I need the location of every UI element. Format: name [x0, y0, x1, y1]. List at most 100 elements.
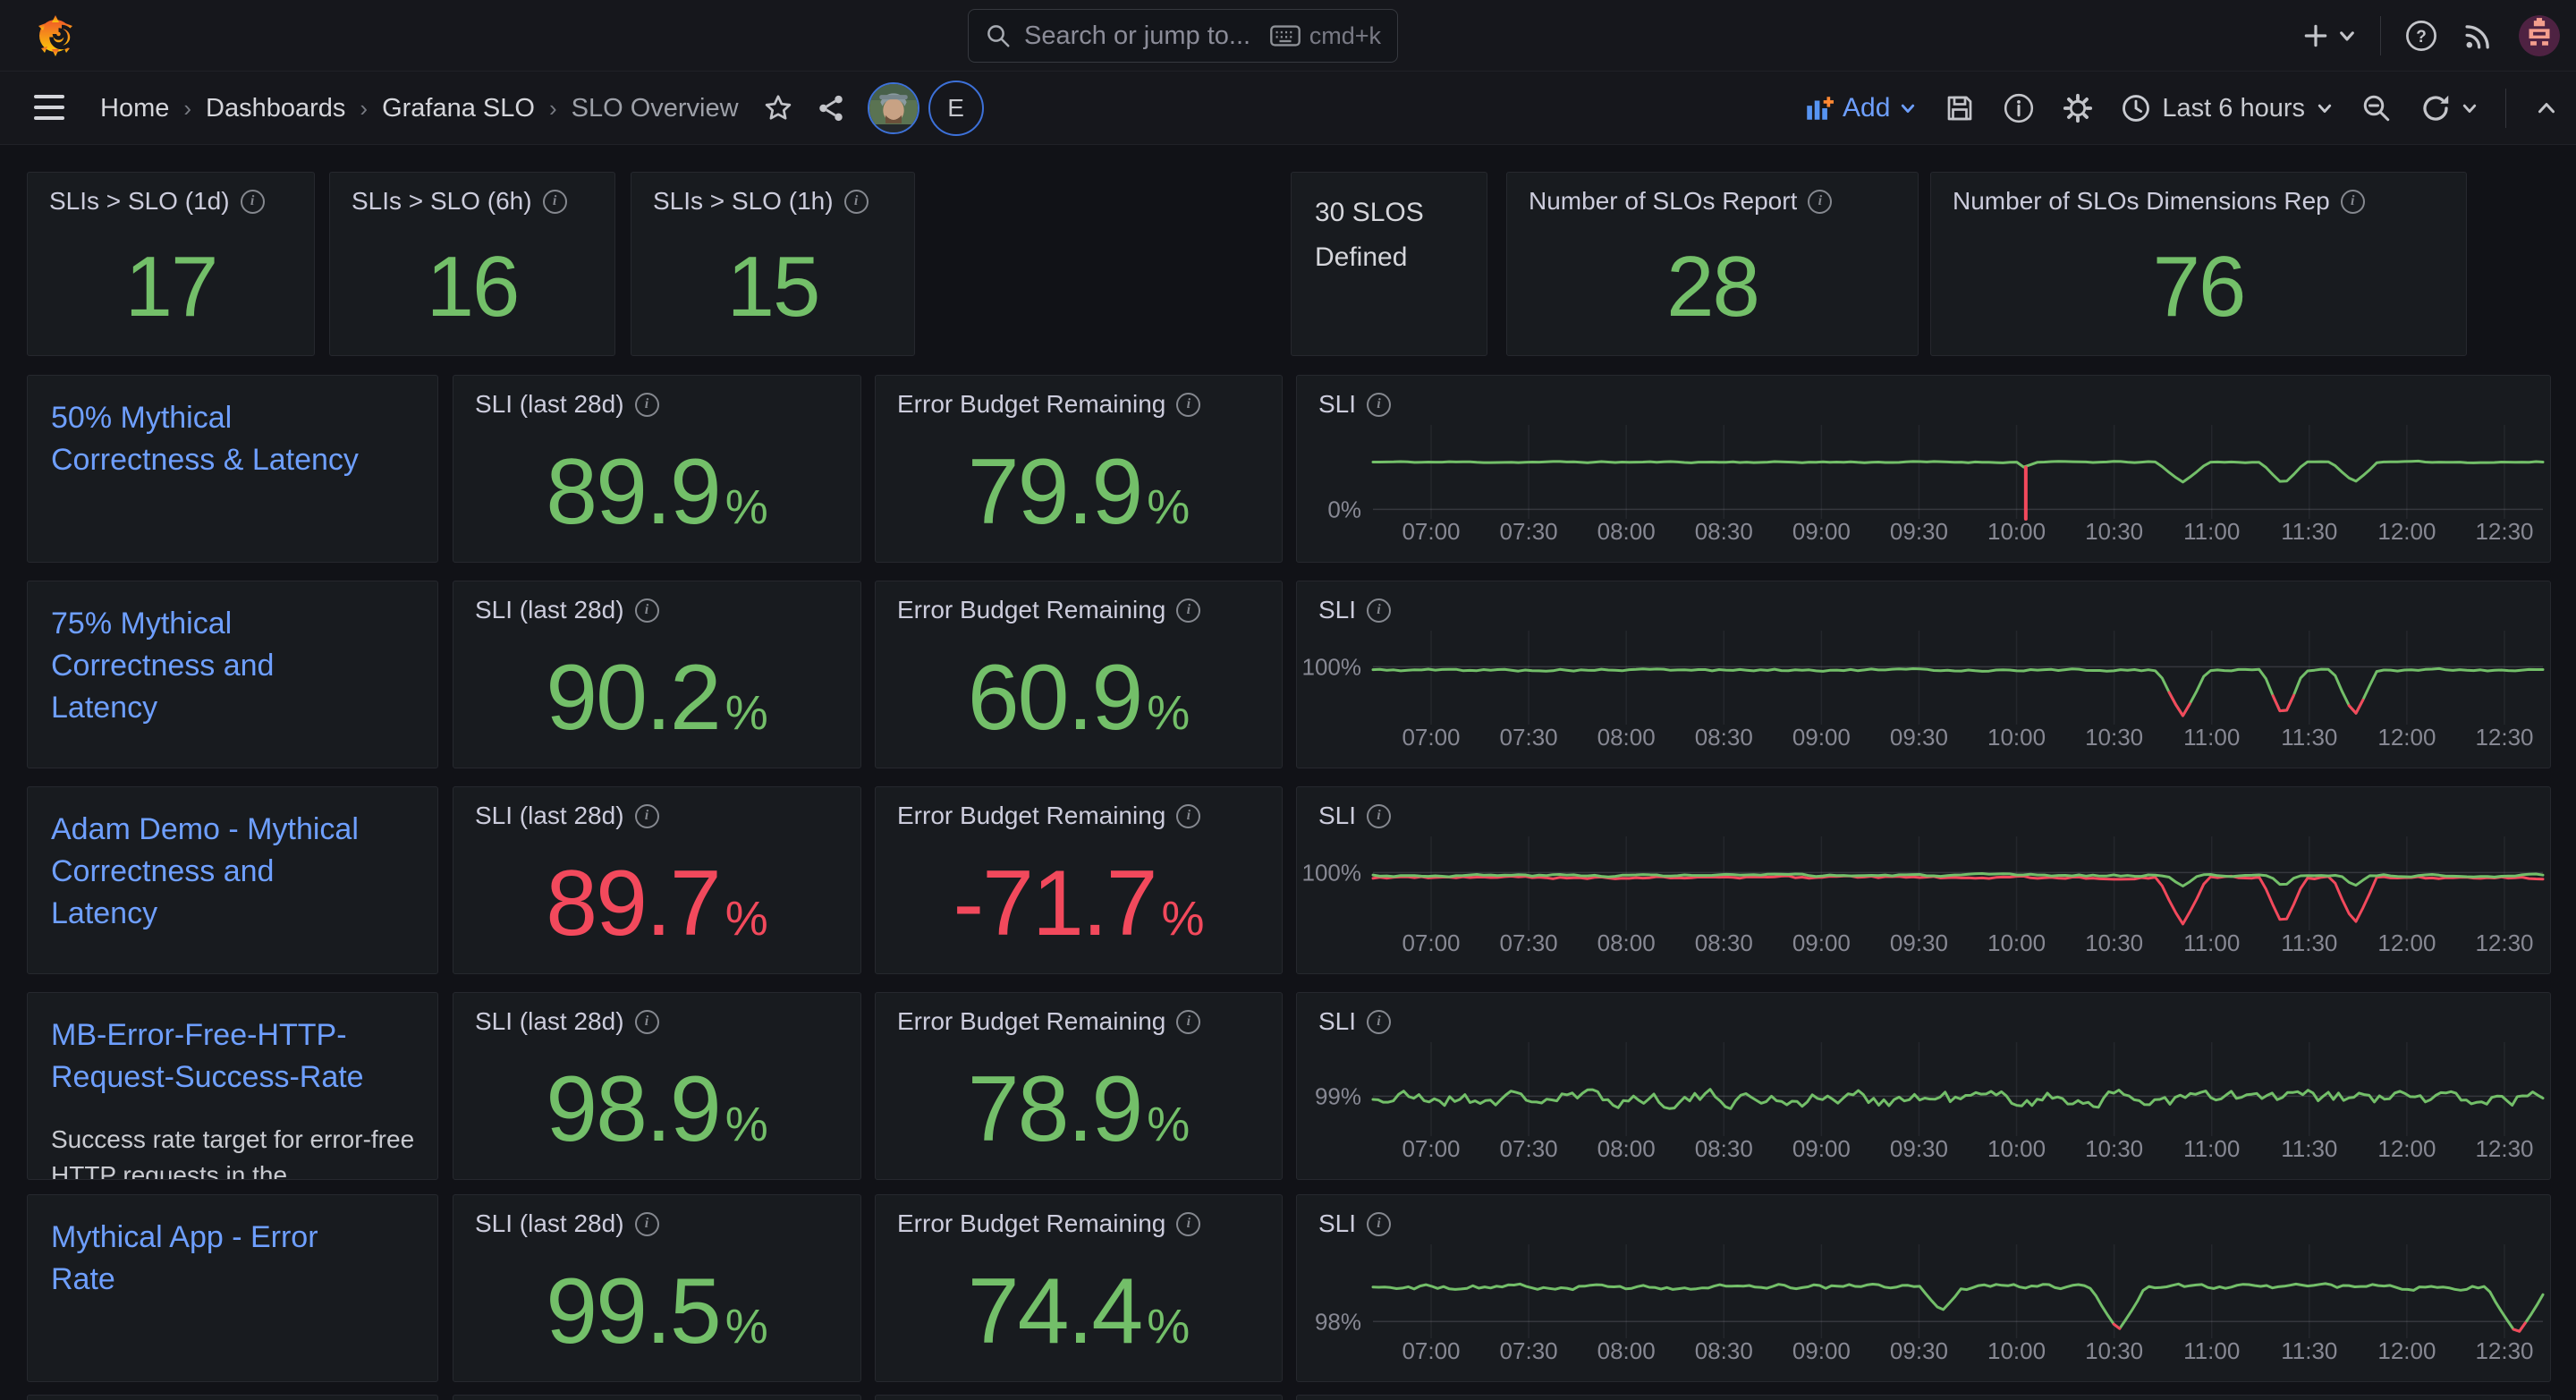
- panel-info-icon[interactable]: i: [1367, 1009, 1392, 1034]
- user-avatar[interactable]: [2519, 15, 2560, 56]
- sli-timeseries-chart[interactable]: 07:00 07:30 08:00 08:30 09:00 09:30 10:00 10:30…: [1297, 1195, 2550, 1381]
- topbar-divider: [2380, 16, 2381, 55]
- panel-sli-stat[interactable]: SLI (last 28d) i 99.5 %: [453, 1194, 861, 1382]
- slo-name-link[interactable]: Mythical App - Error Rate: [51, 1220, 318, 1296]
- news-button[interactable]: [2462, 19, 2496, 53]
- panel-info-icon[interactable]: i: [634, 598, 659, 623]
- svg-text:10:30: 10:30: [2085, 518, 2143, 545]
- panel-error-budget-stat[interactable]: Error Budget Remaining i -71.7 %: [875, 786, 1283, 974]
- sli-timeseries-chart[interactable]: 07:00 07:30 08:00 08:30 09:00 09:30 10:00 10:30…: [1297, 376, 2550, 562]
- svg-text:99%: 99%: [1315, 1082, 1361, 1109]
- panel-slo-name[interactable]: 50% Mythical Correctness & Latency: [27, 375, 438, 563]
- panel-next-row-budget[interactable]: [875, 1395, 1283, 1400]
- presence-badge[interactable]: E: [928, 81, 984, 136]
- grafana-logo-icon[interactable]: [34, 14, 77, 57]
- panel-next-row-sli[interactable]: [453, 1395, 861, 1400]
- panel-info-icon[interactable]: i: [1176, 392, 1201, 417]
- svg-text:09:30: 09:30: [1890, 724, 1948, 751]
- slo-name-link[interactable]: MB-Error-Free-HTTP-Request-Success-Rate: [51, 1018, 364, 1094]
- panel-info-icon[interactable]: i: [1176, 803, 1201, 828]
- panel-sli-chart[interactable]: SLI i 07:00 07:30 08:00 08:30 09:00 09:30 10:00…: [1296, 581, 2551, 768]
- panel-sli-stat[interactable]: SLI (last 28d) i 89.9 %: [453, 375, 861, 563]
- slo-name-link[interactable]: 75% Mythical Correctness and Latency: [51, 607, 275, 725]
- presence-avatar[interactable]: [867, 82, 919, 134]
- panel-slos-defined[interactable]: 30 SLOS Defined: [1291, 172, 1487, 356]
- new-button[interactable]: [2301, 21, 2357, 50]
- add-panel-button[interactable]: Add: [1803, 93, 1917, 123]
- panel-sli-chart[interactable]: SLI i 07:00 07:30 08:00 08:30 09:00 09:30 10:00…: [1296, 992, 2551, 1180]
- panel-slos-dimensions[interactable]: Number of SLOs Dimensions Rep i 76: [1930, 172, 2467, 356]
- slo-name-link[interactable]: 50% Mythical Correctness & Latency: [51, 401, 359, 477]
- panel-info-icon[interactable]: i: [634, 1211, 659, 1236]
- save-dashboard-button[interactable]: [1944, 92, 1976, 124]
- sli-timeseries-chart[interactable]: 07:00 07:30 08:00 08:30 09:00 09:30 10:00 10:30…: [1297, 581, 2550, 768]
- search-icon: [987, 25, 1010, 47]
- panel-slis-slo-6h[interactable]: SLIs > SLO (6h) i 16: [329, 172, 615, 356]
- panel-slis-slo-1d[interactable]: SLIs > SLO (1d) i 17: [27, 172, 315, 356]
- panel-info-icon[interactable]: i: [634, 1009, 659, 1034]
- panel-info-icon[interactable]: i: [1808, 189, 1833, 214]
- panel-info-icon[interactable]: i: [1176, 1009, 1201, 1034]
- refresh-button[interactable]: [2419, 92, 2479, 124]
- sli-value: 99.5: [546, 1259, 721, 1363]
- breadcrumb-home[interactable]: Home: [100, 93, 170, 123]
- menu-toggle-button[interactable]: [34, 95, 64, 120]
- svg-text:07:00: 07:00: [1402, 1135, 1460, 1162]
- zoom-out-time-button[interactable]: [2360, 92, 2393, 124]
- panel-next-row-chart[interactable]: [1296, 1395, 2551, 1400]
- svg-text:12:00: 12:00: [2377, 724, 2436, 751]
- svg-text:11:00: 11:00: [2183, 724, 2240, 751]
- breadcrumb-dashboards[interactable]: Dashboards: [206, 93, 346, 123]
- panel-sli-chart[interactable]: SLI i 07:00 07:30 08:00 08:30 09:00 09:30 10:00…: [1296, 375, 2551, 563]
- dashboard-settings-button[interactable]: [2062, 92, 2094, 124]
- chevron-down-icon: [1902, 104, 1915, 113]
- panel-error-budget-stat[interactable]: Error Budget Remaining i 74.4 %: [875, 1194, 1283, 1382]
- favorite-button[interactable]: [762, 92, 794, 124]
- panel-slo-name[interactable]: Mythical App - Error Rate: [27, 1194, 438, 1382]
- search-input[interactable]: Search or jump to... cmd+k: [968, 9, 1398, 63]
- panel-slo-name[interactable]: 75% Mythical Correctness and Latency: [27, 581, 438, 768]
- panel-info-icon[interactable]: i: [634, 392, 659, 417]
- percent-suffix: %: [724, 479, 768, 534]
- help-button[interactable]: ?: [2404, 19, 2438, 53]
- panel-sli-chart[interactable]: SLI i 07:00 07:30 08:00 08:30 09:00 09:30 10:00…: [1296, 786, 2551, 974]
- dashboard-insights-button[interactable]: [2003, 92, 2035, 124]
- share-button[interactable]: [816, 93, 846, 123]
- panel-sli-stat[interactable]: SLI (last 28d) i 89.7 %: [453, 786, 861, 974]
- panel-error-budget-stat[interactable]: Error Budget Remaining i 60.9 %: [875, 581, 1283, 768]
- panel-info-icon[interactable]: i: [1367, 1211, 1392, 1236]
- panel-slo-name[interactable]: MB-Error-Free-HTTP-Request-Success-Rate …: [27, 992, 438, 1180]
- panel-slo-name[interactable]: Adam Demo - Mythical Correctness and Lat…: [27, 786, 438, 974]
- panel-info-icon[interactable]: i: [542, 189, 567, 214]
- collapse-toolbar-button[interactable]: [2533, 95, 2560, 122]
- sli-timeseries-chart[interactable]: 07:00 07:30 08:00 08:30 09:00 09:30 10:00 10:30…: [1297, 993, 2550, 1179]
- panel-sli-chart[interactable]: SLI i 07:00 07:30 08:00 08:30 09:00 09:30 10:00…: [1296, 1194, 2551, 1382]
- keyboard-icon: [1269, 25, 1301, 47]
- panel-error-budget-stat[interactable]: Error Budget Remaining i 78.9 %: [875, 992, 1283, 1180]
- sli-timeseries-chart[interactable]: 07:00 07:30 08:00 08:30 09:00 09:30 10:00 10:30…: [1297, 787, 2550, 973]
- panel-slos-report[interactable]: Number of SLOs Report i 28: [1506, 172, 1919, 356]
- svg-text:10:30: 10:30: [2085, 1135, 2143, 1162]
- panel-sli-stat[interactable]: SLI (last 28d) i 98.9 %: [453, 992, 861, 1180]
- svg-text:08:00: 08:00: [1597, 1135, 1656, 1162]
- panel-info-icon[interactable]: i: [2340, 189, 2365, 214]
- svg-text:07:30: 07:30: [1500, 1135, 1558, 1162]
- breadcrumb-folder[interactable]: Grafana SLO: [382, 93, 535, 123]
- add-panel-icon: [1807, 97, 1834, 120]
- panel-info-icon[interactable]: i: [1367, 598, 1392, 623]
- toolbar-actions: Add: [1803, 72, 2560, 145]
- panel-info-icon[interactable]: i: [1176, 598, 1201, 623]
- slo-name-link[interactable]: Adam Demo - Mythical Correctness and Lat…: [51, 812, 359, 930]
- panel-slis-slo-1h[interactable]: SLIs > SLO (1h) i 15: [631, 172, 915, 356]
- panel-info-icon[interactable]: i: [1367, 392, 1392, 417]
- panel-info-icon[interactable]: i: [634, 803, 659, 828]
- panel-info-icon[interactable]: i: [240, 189, 265, 214]
- svg-text:12:30: 12:30: [2475, 1337, 2533, 1364]
- panel-sli-stat[interactable]: SLI (last 28d) i 90.2 %: [453, 581, 861, 768]
- panel-info-icon[interactable]: i: [843, 189, 869, 214]
- panel-error-budget-stat[interactable]: Error Budget Remaining i 79.9 %: [875, 375, 1283, 563]
- panel-info-icon[interactable]: i: [1367, 803, 1392, 828]
- panel-info-icon[interactable]: i: [1176, 1211, 1201, 1236]
- time-range-picker[interactable]: Last 6 hours: [2121, 93, 2334, 123]
- panel-next-row-name[interactable]: [27, 1395, 438, 1400]
